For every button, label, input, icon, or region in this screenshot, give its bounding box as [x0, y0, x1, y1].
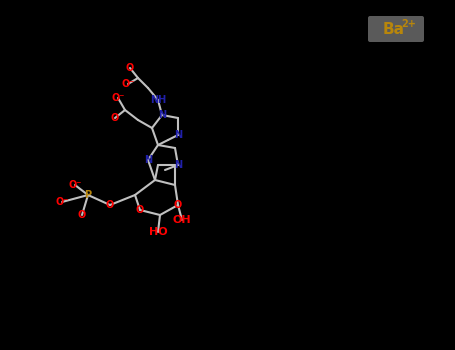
Text: O: O [174, 200, 182, 210]
Text: O: O [126, 63, 134, 73]
Text: 2+: 2+ [401, 19, 416, 29]
Text: O: O [78, 210, 86, 220]
Text: O: O [111, 113, 119, 123]
Text: P: P [85, 190, 91, 200]
FancyBboxPatch shape [368, 16, 424, 42]
Text: OH: OH [173, 215, 191, 225]
Text: HO: HO [149, 227, 167, 237]
Text: O: O [136, 205, 144, 215]
Text: N: N [174, 130, 182, 140]
Text: N: N [158, 110, 166, 120]
Text: O⁻: O⁻ [121, 79, 135, 89]
Text: Ba: Ba [383, 21, 405, 36]
Text: O⁻: O⁻ [68, 180, 82, 190]
Text: N: N [144, 155, 152, 165]
Text: O⁻: O⁻ [56, 197, 69, 207]
Text: NH: NH [150, 95, 166, 105]
Text: O⁻: O⁻ [111, 93, 125, 103]
Text: O: O [106, 200, 114, 210]
Text: N: N [174, 160, 182, 170]
